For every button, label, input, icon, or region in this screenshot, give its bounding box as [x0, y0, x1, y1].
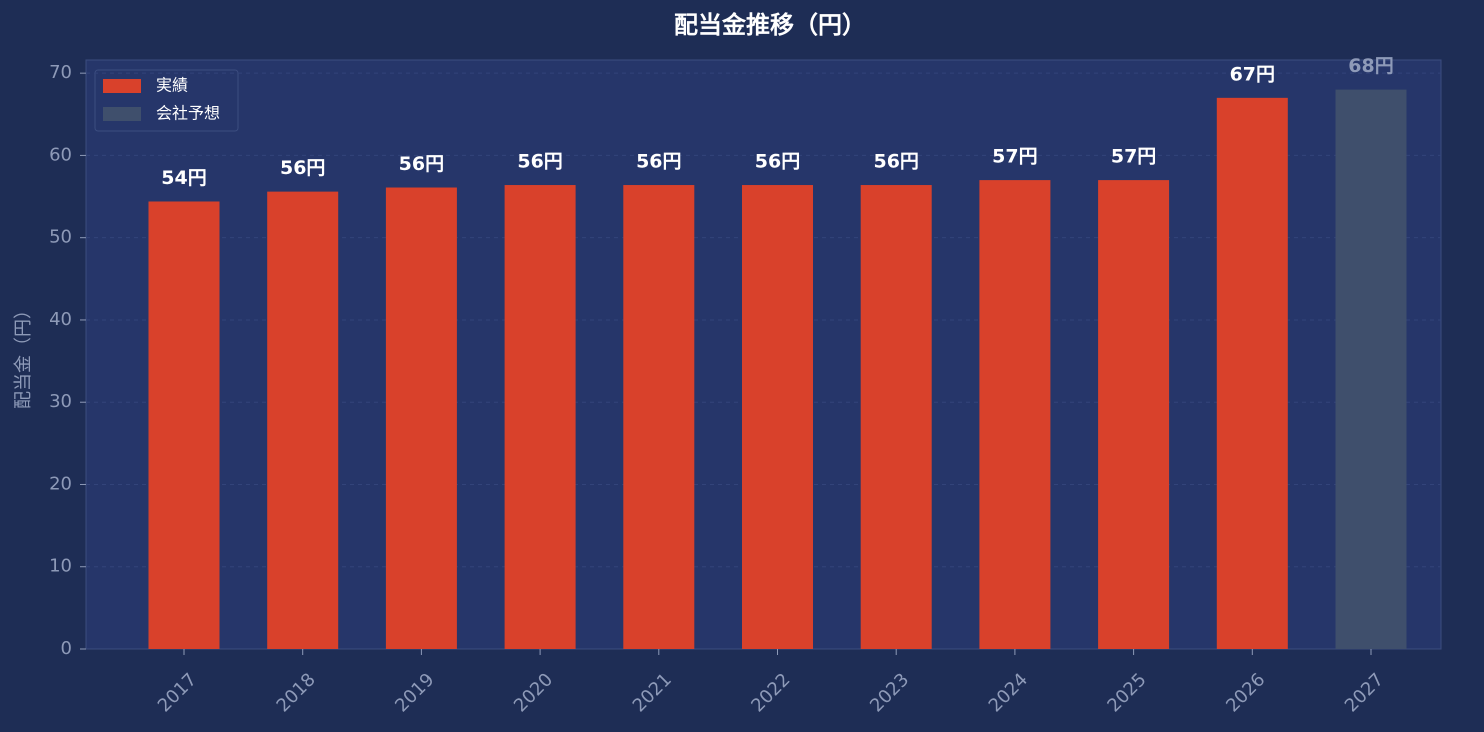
bar: [979, 180, 1051, 650]
value-label: 57円: [992, 146, 1037, 168]
y-tick-label: 60: [49, 144, 72, 165]
y-tick-label: 40: [49, 309, 72, 330]
legend-label: 会社予想: [156, 104, 220, 123]
y-tick-label: 70: [49, 62, 72, 83]
value-label: 54円: [161, 167, 206, 189]
y-tick-label: 0: [61, 638, 72, 659]
legend-swatch: [103, 107, 141, 121]
legend-label: 実績: [156, 76, 188, 95]
bar: [1335, 89, 1407, 650]
y-axis-label: 配当金（円）: [13, 301, 34, 409]
bar: [860, 185, 932, 649]
bar: [148, 201, 220, 649]
value-label: 57円: [1111, 146, 1156, 168]
value-label: 56円: [873, 151, 918, 173]
bar: [742, 185, 813, 649]
value-label: 68円: [1348, 55, 1393, 77]
y-tick-label: 10: [49, 556, 72, 577]
y-tick-label: 30: [49, 391, 72, 412]
bar: [267, 191, 339, 649]
value-label: 56円: [517, 151, 562, 173]
bar: [504, 185, 576, 649]
value-label: 56円: [755, 151, 800, 173]
value-label: 56円: [636, 151, 681, 173]
chart-title: 配当金推移（円）: [674, 11, 866, 39]
value-label: 67円: [1230, 63, 1275, 85]
legend-swatch: [103, 79, 141, 93]
y-tick-label: 20: [49, 473, 72, 494]
bar: [623, 185, 695, 649]
value-label: 56円: [399, 153, 444, 175]
value-label: 56円: [280, 157, 325, 179]
bar: [1098, 180, 1170, 650]
y-tick-label: 50: [49, 227, 72, 248]
bar: [1216, 97, 1288, 650]
bar: [385, 187, 457, 649]
